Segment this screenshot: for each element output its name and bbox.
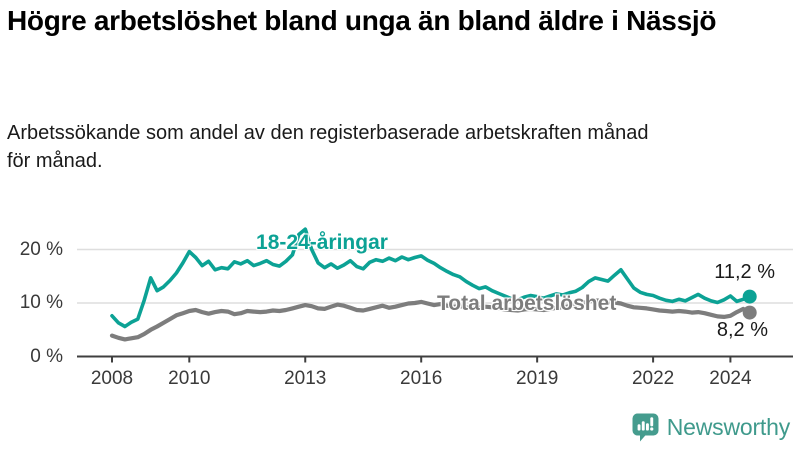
page-title: Högre arbetslöshet bland unga än bland ä…	[7, 5, 717, 36]
x-tick-label: 2024	[709, 368, 752, 389]
x-tick-label: 2013	[284, 368, 327, 389]
series-end-dot-1	[742, 305, 757, 320]
x-tick-label: 2008	[90, 368, 134, 389]
series-label-total: Total arbetslöshet	[437, 292, 617, 315]
x-tick-label: 2010	[168, 368, 211, 389]
y-tick-label: 20 %	[19, 238, 63, 260]
brand-name: Newsworthy	[666, 414, 790, 440]
x-tick-label: 2022	[631, 368, 675, 389]
newsworthy-logo: Newsworthy	[631, 412, 790, 443]
series-line-1	[109, 298, 752, 342]
series-end-dot-0	[742, 289, 757, 304]
chart-subtitle: Arbetssökande som andel av den registerb…	[7, 122, 649, 172]
series-label-youth: 18-24-åringar	[256, 231, 388, 254]
bar-chart-speech-bubble-icon	[632, 413, 659, 442]
x-tick-label: 2019	[516, 368, 559, 389]
y-tick-label: 10 %	[19, 292, 63, 313]
end-value-label-youth: 11,2 %	[714, 261, 775, 283]
end-value-label-total: 8,2 %	[716, 319, 768, 341]
y-tick-label: 0 %	[30, 345, 63, 367]
x-tick-label: 2016	[400, 368, 443, 389]
series-line-0	[110, 227, 752, 329]
